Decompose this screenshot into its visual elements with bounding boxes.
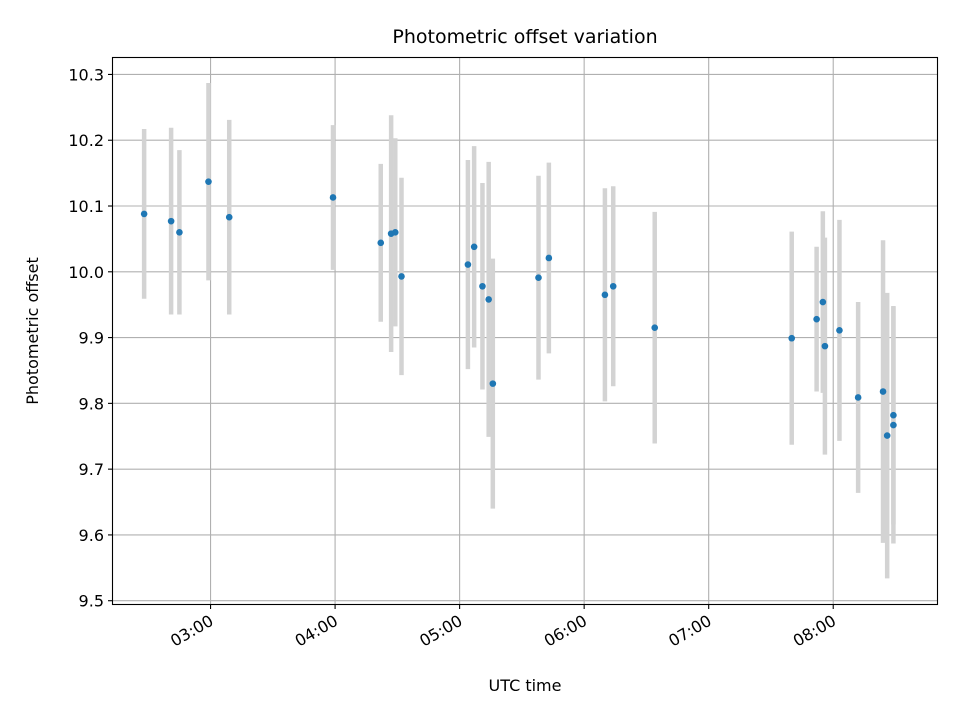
data-point	[377, 239, 385, 247]
data-point	[813, 315, 820, 323]
data-point	[651, 324, 659, 332]
y-axis-label: Photometric offset	[23, 257, 42, 405]
data-point	[479, 282, 486, 290]
data-point	[545, 254, 553, 262]
data-point	[890, 411, 897, 419]
data-point	[391, 229, 399, 236]
y-tick-label: 10.3	[68, 65, 104, 84]
data-point	[609, 282, 617, 290]
data-point	[535, 274, 542, 282]
data-point	[485, 296, 492, 303]
y-tick-label: 9.9	[79, 329, 104, 348]
data-point	[205, 178, 212, 185]
data-point	[836, 327, 843, 334]
data-point	[883, 432, 891, 439]
y-tick-label: 9.5	[79, 592, 104, 611]
point-layer	[140, 178, 897, 439]
data-point	[225, 213, 233, 221]
data-point	[176, 229, 183, 236]
y-tick-label: 9.8	[79, 394, 104, 413]
plot-frame	[111, 56, 939, 606]
grid-layer	[113, 58, 937, 604]
data-point	[329, 194, 337, 201]
y-axis: 9.5 9.6 9.7 9.8 9.9 10.0 10.1 10.2 10.3	[68, 65, 113, 611]
x-axis-label: UTC time	[489, 676, 562, 695]
y-tick-label: 10.1	[68, 197, 104, 216]
data-point	[470, 243, 478, 251]
data-point	[464, 261, 472, 268]
data-point	[398, 273, 405, 280]
data-point	[601, 291, 609, 299]
y-tick-label: 9.7	[79, 460, 104, 479]
data-point	[890, 421, 897, 429]
data-point	[854, 394, 862, 401]
chart-title: Photometric offset variation	[392, 26, 657, 48]
y-tick-label: 10.2	[68, 131, 104, 150]
data-point	[140, 210, 148, 218]
data-point	[879, 388, 887, 395]
y-tick-label: 9.6	[79, 526, 104, 545]
data-point	[489, 380, 497, 387]
data-point	[819, 298, 827, 306]
data-point	[167, 217, 175, 225]
data-point	[788, 334, 796, 342]
data-point	[821, 342, 829, 350]
y-tick-label: 10.0	[68, 263, 104, 282]
